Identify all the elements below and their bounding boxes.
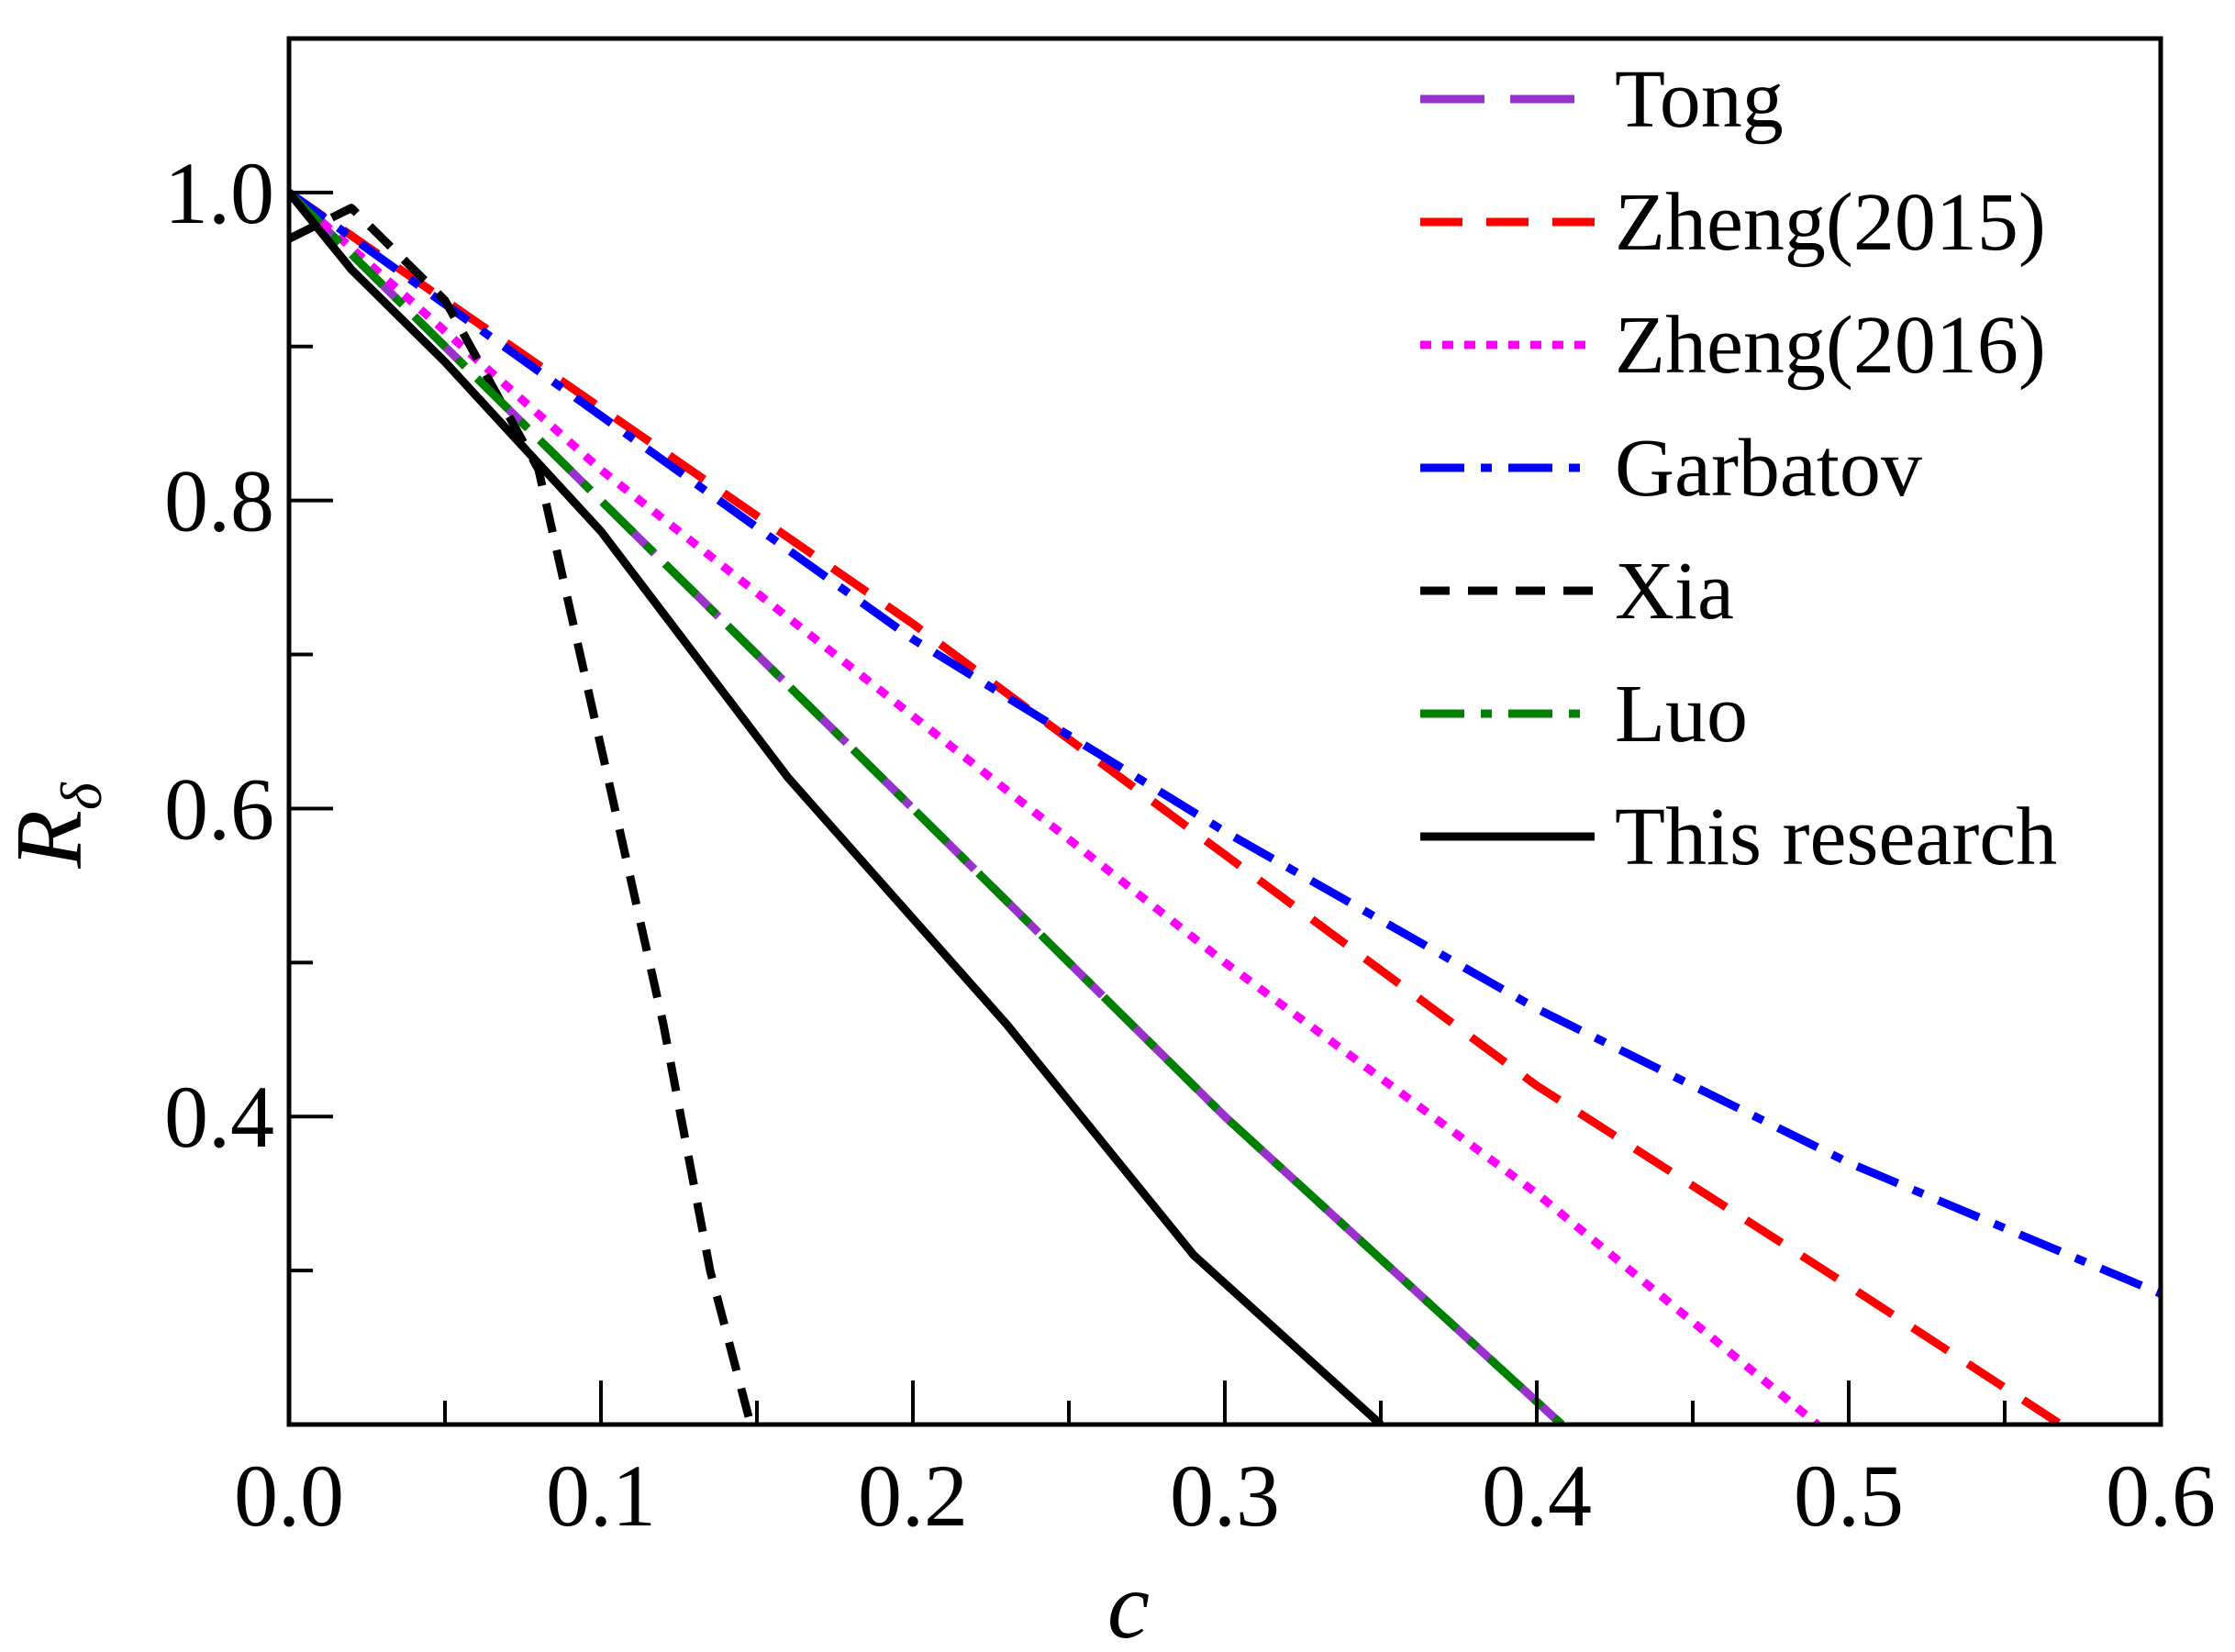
x-tick-label: 0.1 [546,1447,656,1545]
x-tick-label: 0.2 [858,1447,968,1545]
y-axis-title: Rδ [0,782,114,870]
legend: Tong Zheng(2015) Zheng(2016) Garbatov Xia Luo… [1420,54,2057,882]
axis-ticks [289,190,2007,1425]
legend-label: Garbatov [1615,423,1922,514]
y-tick-label: 1.0 [164,144,274,242]
y-axis-title-subscript: δ [49,782,114,810]
x-axis-tick-labels: 0.0 0.1 0.2 0.3 0.4 0.5 0.6 [234,1447,2216,1545]
y-axis-tick-labels: 0.4 0.6 0.8 1.0 [164,144,274,1166]
series-line-this-research [289,190,1384,1425]
x-tick-label: 0.6 [2106,1447,2216,1545]
y-tick-label: 0.8 [164,452,274,550]
series-line-zheng-2016 [289,189,1820,1425]
series-line-luo [289,189,1565,1425]
plot-lines [289,189,2161,1425]
x-axis-title: c [1107,1553,1150,1652]
y-tick-label: 0.4 [164,1068,274,1166]
x-tick-label: 0.3 [1170,1447,1280,1545]
series-line-zheng-2015 [289,189,2063,1425]
legend-label: Zheng(2015) [1615,177,2046,268]
y-tick-label: 0.6 [164,759,274,858]
legend-label: Luo [1615,669,1748,759]
legend-label: Zheng(2016) [1615,300,2046,391]
legend-label: Tong [1615,54,1784,145]
series-line-garbatov [289,189,2161,1298]
legend-label: Xia [1615,546,1734,637]
x-tick-label: 0.0 [234,1447,344,1545]
series-line-xia [289,204,755,1425]
y-axis-title-main: R [0,810,102,870]
x-tick-label: 0.4 [1482,1447,1592,1545]
legend-label: This research [1615,792,2057,882]
x-tick-label: 0.5 [1794,1447,1904,1545]
